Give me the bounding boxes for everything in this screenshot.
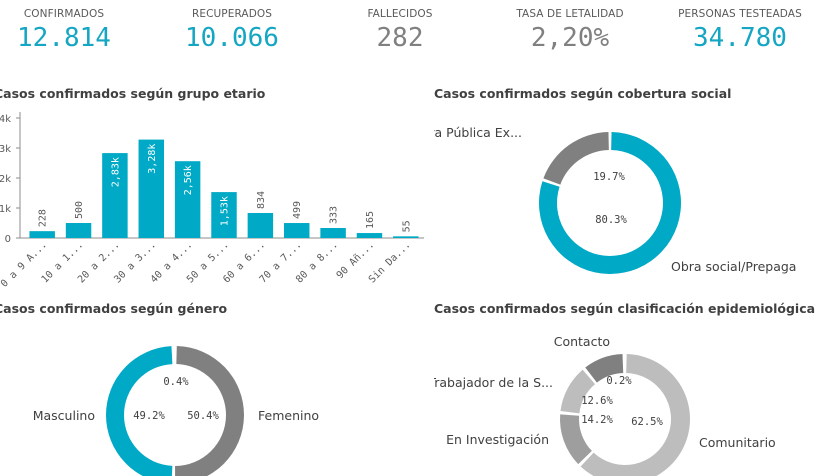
bar — [174, 161, 201, 238]
kpi-label: RECUPERADOS — [191, 8, 273, 20]
bar — [65, 223, 92, 238]
bar-data-label: 499 — [292, 201, 303, 219]
slice-percent-label: 0.4% — [163, 376, 189, 388]
slice-category-label: En Investigación — [446, 432, 549, 447]
kpi-value: 12.814 — [17, 23, 111, 53]
bar — [393, 236, 419, 238]
donut-slice — [580, 354, 690, 476]
gender-chart-title: Casos confirmados según género — [0, 301, 228, 316]
y-tick-label: 4k — [0, 114, 11, 125]
bar — [29, 231, 55, 238]
bar — [284, 223, 310, 238]
slice-percent-label: 12.6% — [581, 395, 613, 407]
bar — [102, 153, 128, 238]
slice-category-label: Cobertura Pública Ex... — [434, 125, 522, 140]
kpi-fallecidos: FALLECIDOS 282 — [340, 8, 460, 53]
kpi-label: TASA DE LETALIDAD — [516, 8, 624, 20]
kpi-label: CONFIRMADOS — [23, 8, 105, 20]
coverage-donut-chart: 80.3% Obra social/Prepaga 19.7% Cobertura P… — [434, 125, 796, 274]
bar — [138, 139, 164, 238]
donut-slice — [560, 369, 596, 414]
slice-category-label: Obra social/Prepaga — [671, 259, 796, 274]
bar-data-label: 834 — [256, 191, 267, 209]
slice-percent-label: 19.7% — [593, 171, 625, 183]
gender-donut-chart: 50.4% Femenino 49.2% Masculino 0.4% — [33, 346, 319, 476]
y-tick-label: 0 — [5, 234, 11, 245]
bar — [356, 233, 383, 238]
kpi-value: 34.780 — [693, 23, 787, 53]
bar-data-label: 333 — [329, 206, 340, 224]
bar-data-label: 55 — [401, 220, 412, 232]
bar — [247, 212, 274, 238]
bar-data-label: 228 — [38, 209, 49, 227]
slice-category-label: Masculino — [33, 408, 95, 423]
kpi-label: FALLECIDOS — [367, 8, 433, 20]
bar — [320, 228, 346, 238]
donut-slice — [543, 132, 609, 185]
bar — [211, 192, 237, 238]
kpi-label: PERSONAS TESTEADAS — [678, 8, 802, 20]
kpi-personas-testeadas: PERSONAS TESTEADAS 34.780 — [670, 8, 810, 53]
slice-category-label: Comunitario — [699, 435, 776, 450]
bar-data-label: 1,53k — [220, 196, 231, 226]
y-tick-label: 1k — [0, 204, 11, 215]
y-tick-label: 3k — [0, 144, 11, 155]
bar-data-label: 165 — [365, 211, 376, 229]
donut-slice — [175, 346, 244, 476]
slice-percent-label: 50.4% — [187, 410, 219, 422]
kpi-value: 2,20% — [530, 23, 610, 53]
slice-percent-label: 80.3% — [595, 214, 627, 226]
slice-percent-label: 0.2% — [606, 375, 632, 387]
kpi-tasa-letalidad: TASA DE LETALIDAD 2,20% — [500, 8, 640, 53]
kpi-value: 10.066 — [185, 23, 279, 53]
slice-category-label: Contacto — [554, 334, 610, 349]
bar-data-label: 2,56k — [183, 165, 194, 195]
slice-percent-label: 62.5% — [631, 416, 663, 428]
donut-slice — [560, 414, 592, 465]
coverage-chart-title: Casos confirmados según cobertura social — [434, 86, 732, 101]
kpi-recuperados: RECUPERADOS 10.066 — [172, 8, 292, 53]
slice-category-label: Trabajador de la S... — [434, 375, 553, 390]
slice-percent-label: 49.2% — [133, 410, 165, 422]
bar-data-label: 500 — [74, 201, 85, 219]
bar-data-label: 3,28k — [147, 144, 158, 174]
slice-percent-label: 14.2% — [581, 414, 613, 426]
kpi-confirmados: CONFIRMADOS 12.814 — [4, 8, 124, 53]
age-chart-title: Casos confirmados según grupo etario — [0, 86, 266, 101]
bar-data-label: 2,83k — [110, 157, 121, 187]
x-tick-label: 0 a 9 A... — [0, 239, 49, 289]
donut-slice — [585, 354, 624, 383]
donut-slice — [106, 346, 173, 476]
kpi-value: 282 — [376, 23, 424, 53]
epi-donut-chart: 62.5% Comunitario 14.2% En Investigación 12.… — [434, 334, 776, 476]
slice-category-label: Femenino — [258, 408, 319, 423]
epi-chart-title: Casos confirmados según clasificación ep… — [434, 301, 816, 316]
y-tick-label: 2k — [0, 174, 11, 185]
